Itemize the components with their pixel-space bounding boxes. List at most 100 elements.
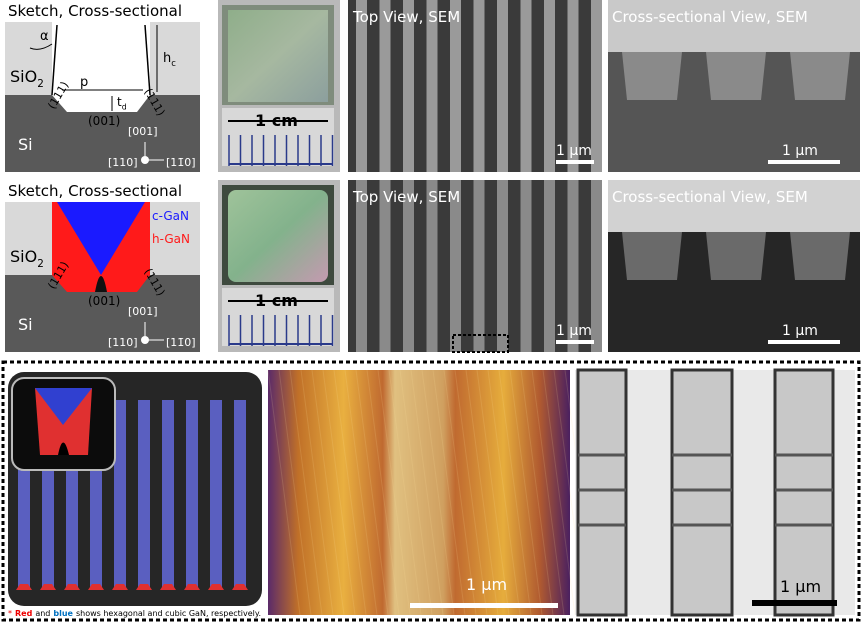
stripe <box>210 400 222 590</box>
texture <box>300 369 334 616</box>
texture <box>289 369 323 616</box>
texture <box>311 369 345 616</box>
footnote-part: and <box>35 609 50 618</box>
stripe <box>426 180 438 352</box>
label: Cross-sectional View, SEM <box>612 8 808 26</box>
scale-bar <box>410 603 558 608</box>
label: SiO2 <box>10 67 44 90</box>
label: td <box>117 95 127 112</box>
label: Cross-sectional View, SEM <box>612 188 808 206</box>
texture <box>388 369 422 616</box>
label: [110] <box>108 156 138 169</box>
afm-panel <box>268 370 570 615</box>
scale-bar <box>768 340 840 344</box>
stripe <box>450 0 461 172</box>
h-gan-tip <box>208 584 224 590</box>
trench <box>52 22 150 112</box>
stripe <box>450 180 461 352</box>
label-sub: d <box>122 103 127 112</box>
footnote: * Red and blue shows hexagonal and cubic GaN… <box>8 609 261 618</box>
trench-cross <box>706 232 766 280</box>
label: 1 µm <box>556 143 592 159</box>
scale-bar <box>752 600 837 606</box>
texture <box>344 369 378 616</box>
stripe <box>520 0 532 172</box>
h-gan-tip <box>160 584 176 590</box>
label: 1 cm <box>255 111 298 130</box>
label: [110] <box>108 336 138 349</box>
h-gan-tip <box>184 584 200 590</box>
texture <box>410 369 444 616</box>
label: p <box>80 75 88 90</box>
texture <box>267 369 301 616</box>
texture <box>322 369 356 616</box>
texture <box>377 369 411 616</box>
stripe <box>379 180 391 352</box>
h-gan-tip <box>88 584 104 590</box>
stripe <box>473 180 485 352</box>
stripe <box>544 180 555 352</box>
texture <box>443 369 477 616</box>
trench-cross <box>790 52 850 100</box>
stripe <box>186 400 198 590</box>
footnote-part: Red <box>15 609 33 618</box>
trench-cross <box>790 232 850 280</box>
label: Si <box>18 135 33 154</box>
wall <box>144 24 151 96</box>
dashed-frame <box>1 360 861 622</box>
stripe <box>426 0 438 172</box>
texture <box>542 369 576 616</box>
stripe <box>403 0 414 172</box>
h-gan-tip <box>112 584 128 590</box>
stripe <box>403 180 414 352</box>
scale-bar <box>768 160 840 164</box>
stripe <box>567 0 579 172</box>
texture <box>421 369 455 616</box>
texture <box>487 369 521 616</box>
label: h-GaN <box>152 232 190 246</box>
label: α <box>40 29 49 44</box>
label: SiO2 <box>10 247 44 270</box>
scale-bar <box>556 340 594 344</box>
label: hc <box>163 51 176 68</box>
void <box>58 442 69 455</box>
label: [11̄0] <box>166 336 196 349</box>
stripe <box>356 180 367 352</box>
tem-trench <box>576 368 628 617</box>
trench-cross <box>622 52 682 100</box>
wafer <box>228 190 328 282</box>
footnote-part: * <box>8 609 12 618</box>
texture <box>531 369 565 616</box>
label-main: h <box>163 51 171 66</box>
stripe <box>497 0 508 172</box>
stripe <box>473 0 485 172</box>
label-sub: 2 <box>37 78 44 90</box>
texture <box>366 369 400 616</box>
label: Sketch, Cross-sectional <box>8 182 182 200</box>
scale-bar <box>556 160 594 164</box>
label: Top View, SEM <box>352 8 460 26</box>
texture <box>465 369 499 616</box>
label: 1 µm <box>782 143 818 159</box>
stripe <box>234 400 246 590</box>
stripe <box>497 180 508 352</box>
zoom-box <box>452 334 509 353</box>
label: 1 µm <box>782 323 818 339</box>
footnote-part: shows hexagonal and cubic GaN, respectiv… <box>76 609 261 618</box>
h-gan-tip <box>136 584 152 590</box>
label: Sketch, Cross-sectional <box>8 2 182 20</box>
texture <box>498 369 532 616</box>
c-gan <box>57 202 145 275</box>
stripe <box>138 400 150 590</box>
texture <box>278 369 312 616</box>
stripe <box>379 0 391 172</box>
label: c-GaN <box>152 209 189 223</box>
texture <box>399 369 433 616</box>
stripe <box>567 180 579 352</box>
label-main: t <box>117 95 122 109</box>
texture <box>509 369 543 616</box>
trench-cross <box>622 232 682 280</box>
label: 1 µm <box>780 577 821 596</box>
texture <box>355 369 389 616</box>
